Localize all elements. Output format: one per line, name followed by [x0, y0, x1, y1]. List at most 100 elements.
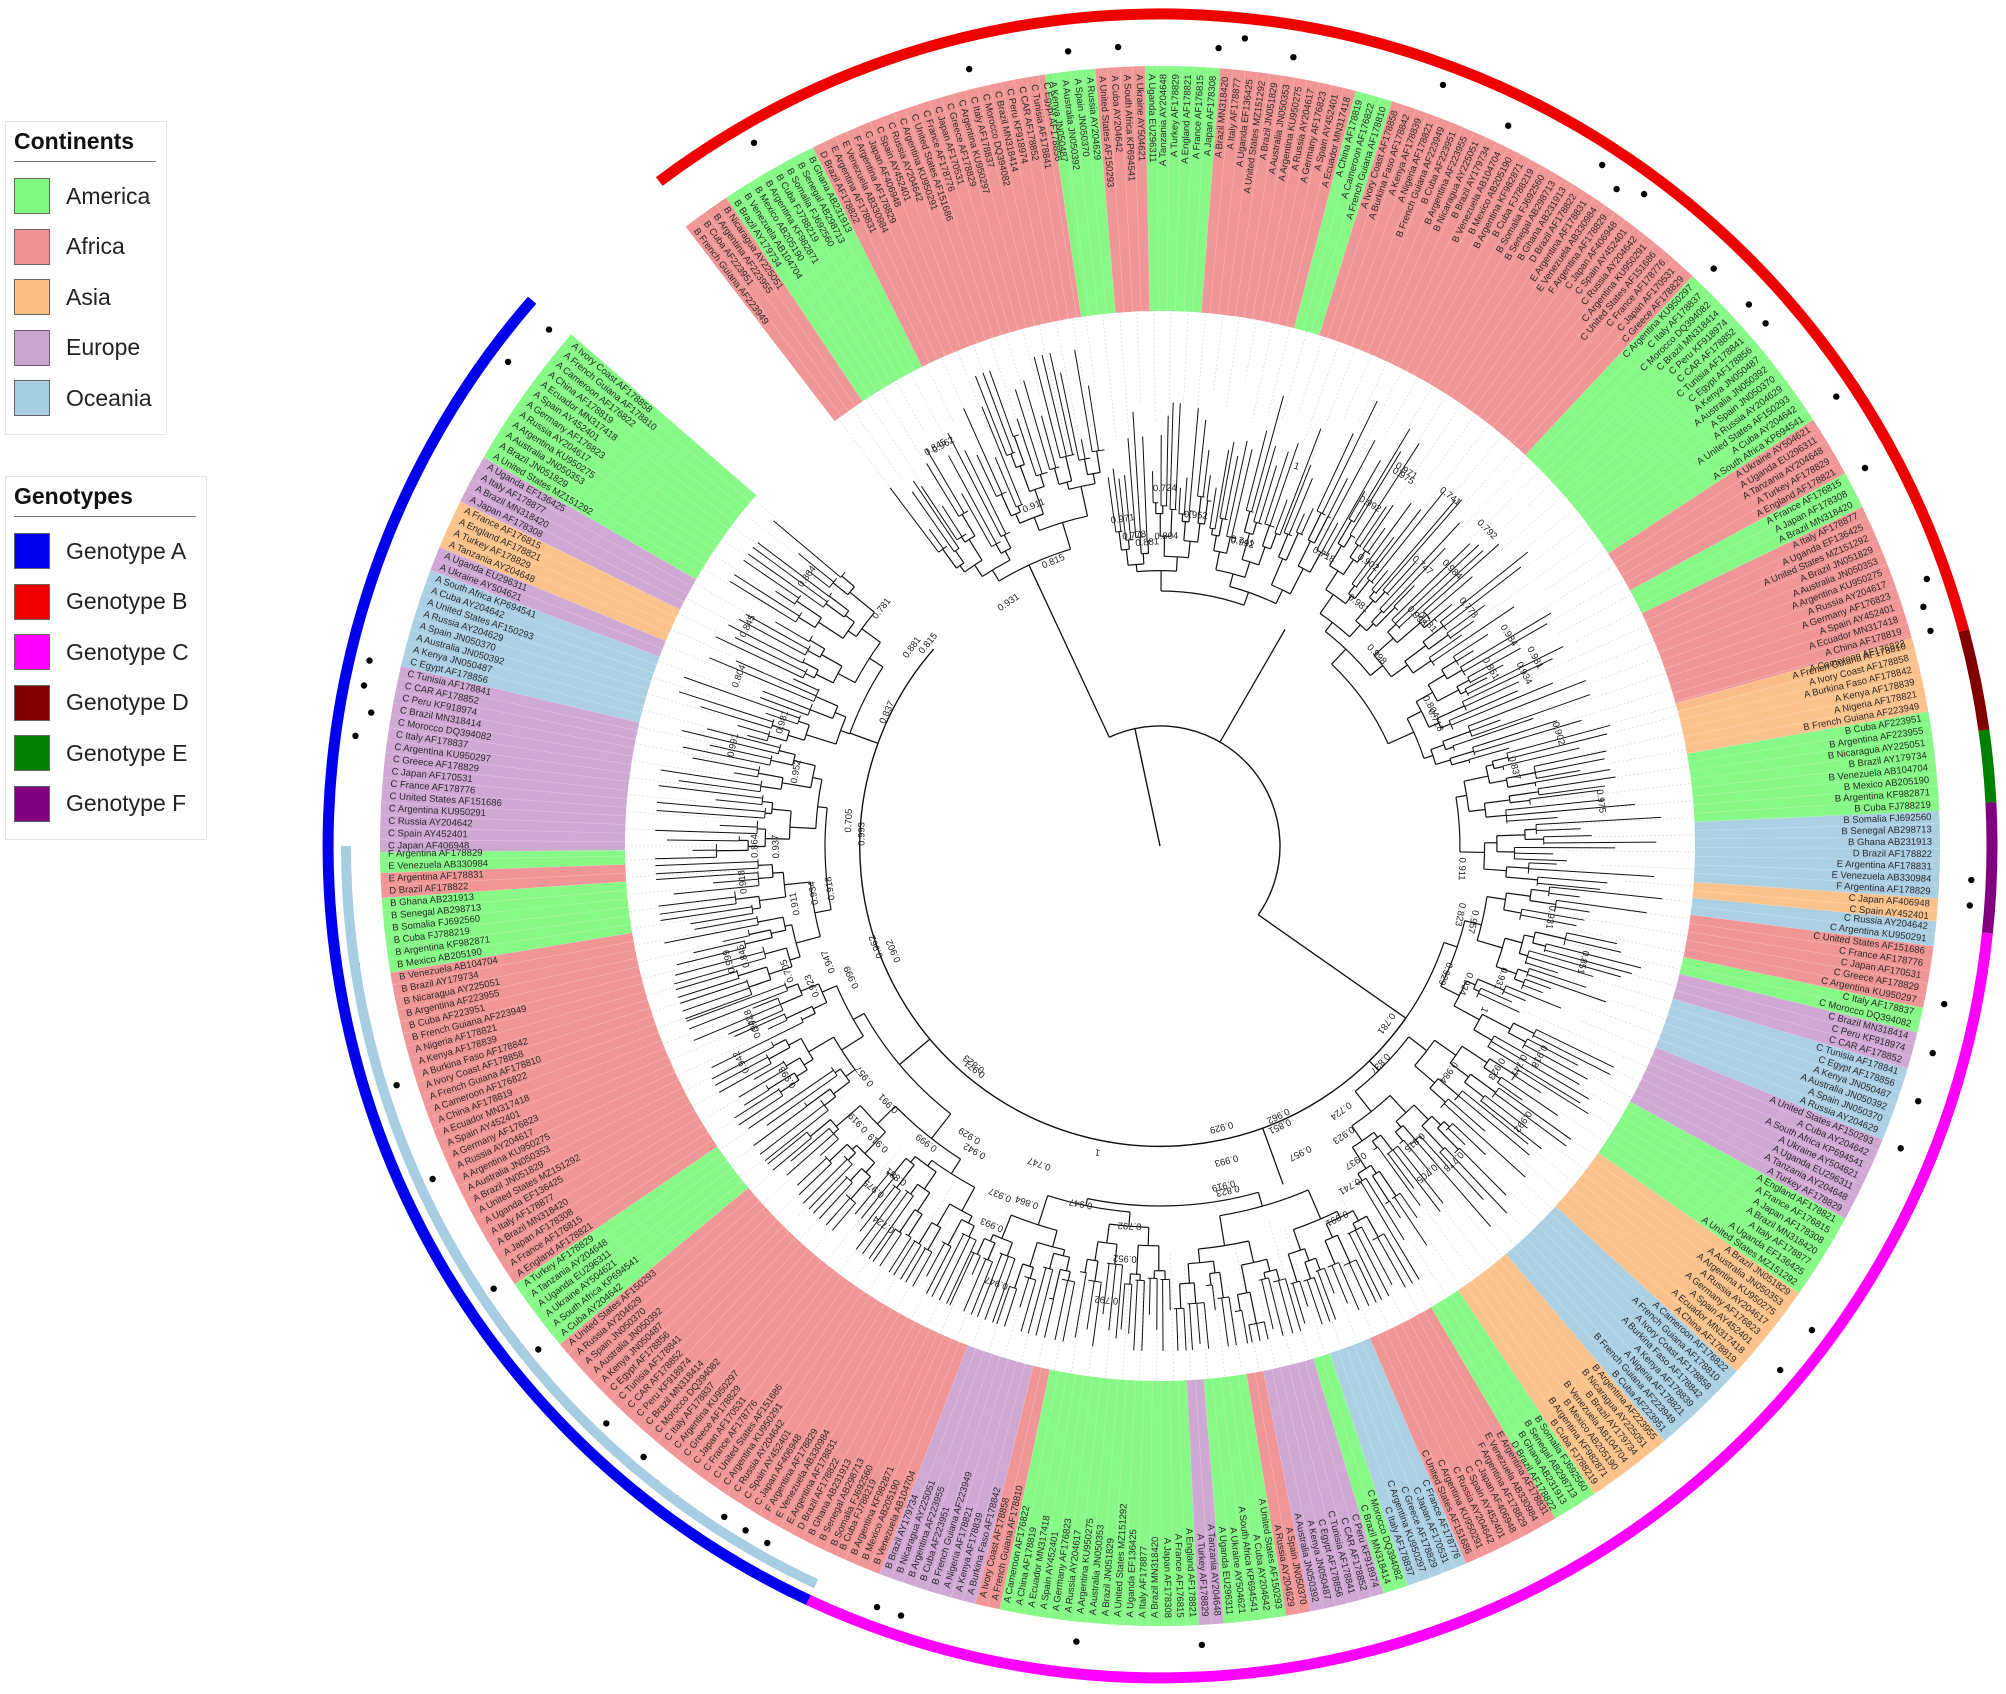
tree-branch [1303, 1277, 1315, 1282]
tree-branch [1396, 622, 1421, 644]
tree-branch [825, 1197, 851, 1226]
band-separator [1693, 881, 1939, 899]
support-value: 0.724 [1328, 1099, 1354, 1122]
tip-color-band [477, 456, 697, 587]
band-separator [1194, 1379, 1212, 1625]
tree-branch [822, 599, 829, 608]
tree-branch [770, 719, 775, 729]
tree-branch [1178, 487, 1181, 514]
support-value: 0.947 [1068, 1196, 1093, 1211]
band-separator [856, 1338, 953, 1565]
tree-branch [1221, 1297, 1229, 1347]
tree-branch [1197, 495, 1205, 498]
band-separator [1688, 931, 1930, 972]
tip-color-band [1123, 1380, 1144, 1626]
band-separator [1457, 198, 1595, 402]
tree-branch [1165, 415, 1169, 506]
band-separator [1621, 451, 1834, 576]
tree-branch [1422, 641, 1430, 650]
tip-color-band [1607, 1131, 1820, 1273]
tree-branch [956, 562, 965, 569]
band-separator [391, 714, 633, 757]
tree-branch [1351, 1146, 1367, 1169]
tree-branch [788, 810, 792, 840]
tree-branch [911, 491, 955, 552]
tip-marker-dot [1613, 185, 1620, 193]
tree-branch [1213, 550, 1227, 554]
tree-branch [689, 990, 788, 1030]
tree-branch [1360, 1181, 1420, 1280]
tree-branch [1317, 1270, 1337, 1320]
tree-branch [1357, 1173, 1363, 1182]
tree-branch [1430, 749, 1437, 765]
tree-branch [1354, 1036, 1410, 1092]
band-separator [1694, 823, 1940, 831]
band-separator [1086, 1378, 1110, 1623]
tree-branch [1241, 1258, 1267, 1266]
tree-branch [808, 635, 813, 642]
band-separator [1616, 1123, 1827, 1252]
tree-branch [1452, 1123, 1486, 1156]
band-separator [1675, 637, 1912, 704]
band-separator [1677, 649, 1916, 712]
band-separator [546, 363, 740, 516]
tree-branch [1133, 1280, 1138, 1351]
tree-branch [1061, 522, 1072, 550]
band-separator [1073, 1377, 1102, 1622]
tree-branch [796, 1069, 808, 1078]
tip-guide [692, 1079, 742, 1107]
tree-branch [764, 1109, 829, 1162]
tree-branch [1507, 782, 1536, 788]
tip-color-band [986, 1367, 1050, 1610]
legend-swatch-genotype-d [14, 684, 50, 721]
support-value: 0.992 [1511, 1108, 1534, 1134]
tree-branch [1527, 862, 1530, 874]
tree-branch [1361, 1226, 1393, 1285]
band-separator [514, 1146, 718, 1285]
tip-color-band [779, 1313, 907, 1534]
tree-branch [1362, 504, 1394, 550]
tree-branch [1354, 542, 1362, 548]
band-separator [1382, 137, 1486, 360]
tree-branch [1331, 1265, 1349, 1304]
tip-guide [1476, 1201, 1516, 1246]
tree-branch [1454, 1090, 1463, 1101]
tip-color-band [420, 1015, 656, 1106]
tree-branch [925, 448, 965, 514]
tip-marker-dot [1777, 1366, 1784, 1374]
tip-color-band [1531, 284, 1712, 468]
tree-branch [793, 759, 816, 767]
tip-color-band [389, 714, 633, 765]
band-separator [494, 1124, 704, 1253]
tree-branch [833, 1081, 851, 1095]
tree-branch [1251, 395, 1284, 512]
tree-branch [1450, 620, 1474, 639]
tree-branch [800, 1038, 814, 1060]
tip-guide [670, 628, 731, 656]
tip-color-band [380, 864, 626, 886]
tree-branch [1006, 451, 1016, 456]
tree-branch [782, 917, 787, 931]
band-separator [395, 690, 636, 740]
tree-branch [769, 755, 773, 766]
tip-guide [646, 978, 706, 996]
tip-guide [798, 1196, 839, 1241]
band-separator [1690, 748, 1934, 780]
band-separator [1499, 242, 1656, 433]
support-value: 0.991 [726, 732, 742, 758]
tree-branch [810, 765, 816, 788]
tree-branch [1521, 1038, 1528, 1049]
tree-branch [833, 1128, 839, 1134]
tree-branch [758, 772, 784, 779]
band-separator [1612, 1130, 1821, 1263]
band-separator [715, 204, 856, 407]
tree-branch [1371, 621, 1377, 627]
tree-branch [715, 636, 804, 679]
tip-color-band [1423, 1307, 1556, 1525]
tree-branch [1508, 1032, 1527, 1043]
tip-color-band [460, 489, 685, 610]
band-separator [551, 1180, 744, 1335]
tree-branch [1533, 750, 1607, 767]
tip-color-band [1450, 191, 1596, 402]
tree-branch [729, 580, 796, 623]
